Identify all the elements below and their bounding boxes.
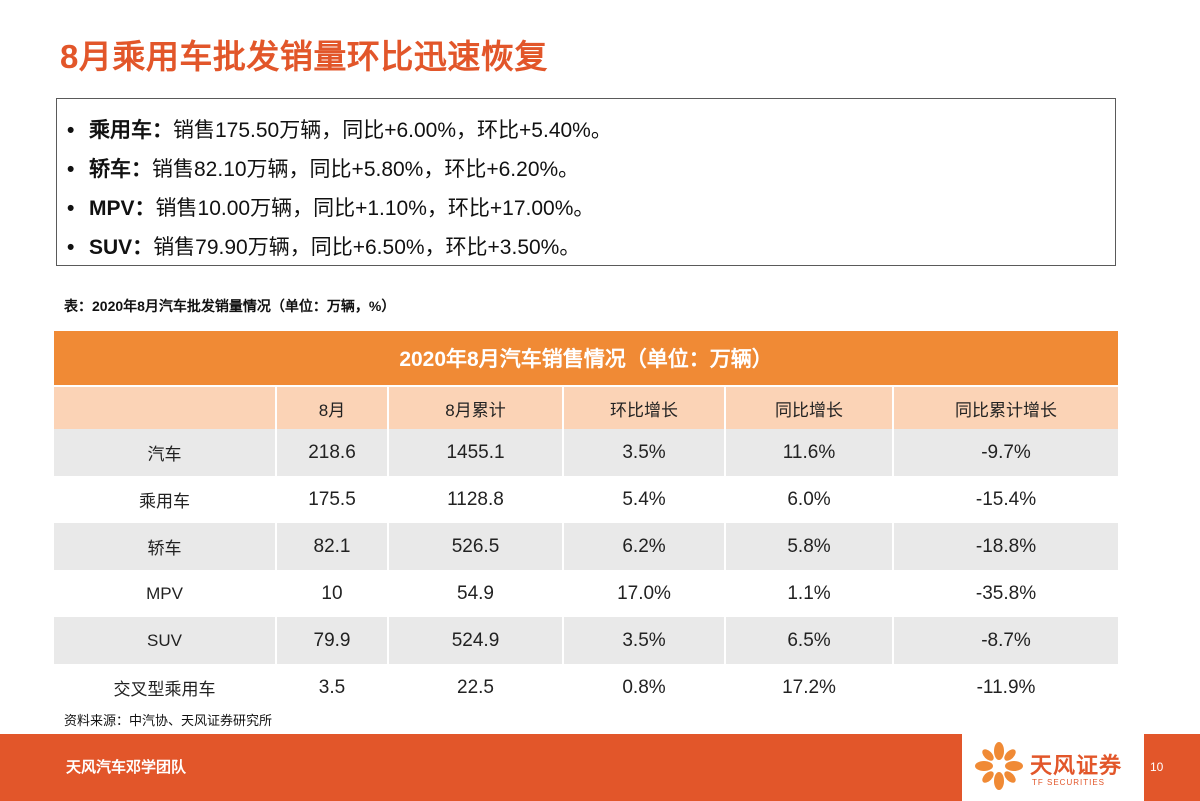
table-row: 汽车 218.6 1455.1 3.5% 11.6% -9.7%	[54, 429, 1119, 476]
table-row: 乘用车 175.5 1128.8 5.4% 6.0% -15.4%	[54, 476, 1119, 523]
summary-item: • SUV：销售79.90万辆，同比+6.50%，环比+3.50%。	[67, 228, 1115, 267]
summary-item: • 乘用车：销售175.50万辆，同比+6.00%，环比+5.40%。	[67, 111, 1115, 150]
table-cell: -18.8%	[893, 523, 1119, 570]
table-row: 交叉型乘用车 3.5 22.5 0.8% 17.2% -11.9%	[54, 664, 1119, 711]
company-logo: 天风证券 TF SECURITIES	[962, 734, 1144, 801]
table-cell: 17.2%	[725, 664, 894, 711]
bullet-icon: •	[67, 158, 75, 181]
table-cell: 3.5%	[563, 617, 726, 664]
column-header: 8月	[276, 386, 389, 429]
table-cell: 1.1%	[725, 570, 894, 617]
column-header: 同比累计增长	[893, 386, 1119, 429]
table-cell: 5.8%	[725, 523, 894, 570]
column-header: 环比增长	[563, 386, 726, 429]
table-cell: 79.9	[276, 617, 389, 664]
bullet-icon: •	[67, 197, 75, 220]
table-cell: 3.5	[276, 664, 389, 711]
logo-text-cn: 天风证券	[1030, 753, 1123, 778]
footer-team-name: 天风汽车邓学团队	[66, 759, 187, 776]
table-caption: 表：2020年8月汽车批发销量情况（单位：万辆，%）	[64, 298, 396, 314]
table-cell: 5.4%	[563, 476, 726, 523]
table-cell: 218.6	[276, 429, 389, 476]
table-title-row: 2020年8月汽车销售情况（单位：万辆）	[54, 331, 1119, 387]
table-cell: 汽车	[54, 429, 277, 476]
table-cell: 17.0%	[563, 570, 726, 617]
bullet-icon: •	[67, 236, 75, 259]
table-row: 轿车 82.1 526.5 6.2% 5.8% -18.8%	[54, 523, 1119, 570]
table-cell: -9.7%	[893, 429, 1119, 476]
table-cell: 3.5%	[563, 429, 726, 476]
table-cell: 54.9	[388, 570, 564, 617]
summary-item-label: SUV：	[89, 236, 154, 259]
column-header: 同比增长	[725, 386, 894, 429]
table-cell: 乘用车	[54, 476, 277, 523]
summary-item-label: 乘用车：	[89, 119, 173, 142]
table-cell: 0.8%	[563, 664, 726, 711]
table-cell: 交叉型乘用车	[54, 664, 277, 711]
summary-item-text: 销售10.00万辆，同比+1.10%，环比+17.00%。	[155, 197, 595, 220]
table-cell: 6.5%	[725, 617, 894, 664]
table-cell: 526.5	[388, 523, 564, 570]
summary-item-label: 轿车：	[89, 158, 152, 181]
summary-item: • 轿车：销售82.10万辆，同比+5.80%，环比+6.20%。	[67, 150, 1115, 189]
table-cell: 1455.1	[388, 429, 564, 476]
table-cell: -8.7%	[893, 617, 1119, 664]
table-cell: -35.8%	[893, 570, 1119, 617]
table-cell: 6.0%	[725, 476, 894, 523]
table-cell: 22.5	[388, 664, 564, 711]
bullet-icon: •	[67, 119, 75, 142]
table-cell: 10	[276, 570, 389, 617]
page-number: 10	[1150, 760, 1164, 774]
summary-item-text: 销售79.90万辆，同比+6.50%，环比+3.50%。	[153, 236, 581, 259]
table-cell: 11.6%	[725, 429, 894, 476]
column-header	[54, 386, 277, 429]
summary-list: • 乘用车：销售175.50万辆，同比+6.00%，环比+5.40%。 • 轿车：销…	[57, 99, 1115, 267]
table-cell: SUV	[54, 617, 277, 664]
table-cell: -11.9%	[893, 664, 1119, 711]
tf-flower-logo-icon	[975, 742, 1023, 790]
footer-band: 天风汽车邓学团队 天风证券 TF SECURITIES 10	[0, 734, 1200, 801]
table-cell: 524.9	[388, 617, 564, 664]
table-cell: 6.2%	[563, 523, 726, 570]
column-header: 8月累计	[388, 386, 564, 429]
summary-item-label: MPV：	[89, 197, 156, 220]
table-title: 2020年8月汽车销售情况（单位：万辆）	[54, 331, 1119, 387]
logo-text-en: TF SECURITIES	[1032, 778, 1106, 787]
table-cell: 1128.8	[388, 476, 564, 523]
source-note: 资料来源：中汽协、天风证券研究所	[64, 713, 273, 728]
page-title: 8月乘用车批发销量环比迅速恢复	[60, 38, 548, 75]
summary-item: • MPV：销售10.00万辆，同比+1.10%，环比+17.00%。	[67, 189, 1115, 228]
summary-box: • 乘用车：销售175.50万辆，同比+6.00%，环比+5.40%。 • 轿车：销…	[56, 98, 1116, 266]
table-cell: 175.5	[276, 476, 389, 523]
table-row: MPV 10 54.9 17.0% 1.1% -35.8%	[54, 570, 1119, 617]
summary-item-text: 销售82.10万辆，同比+5.80%，环比+6.20%。	[152, 158, 580, 181]
sales-table: 2020年8月汽车销售情况（单位：万辆） 8月 8月累计 环比增长 同比增长 同…	[54, 331, 1119, 711]
table-cell: -15.4%	[893, 476, 1119, 523]
table-cell: MPV	[54, 570, 277, 617]
table-header-row: 8月 8月累计 环比增长 同比增长 同比累计增长	[54, 386, 1119, 429]
table-cell: 82.1	[276, 523, 389, 570]
table-row: SUV 79.9 524.9 3.5% 6.5% -8.7%	[54, 617, 1119, 664]
summary-item-text: 销售175.50万辆，同比+6.00%，环比+5.40%。	[173, 119, 612, 142]
table-cell: 轿车	[54, 523, 277, 570]
